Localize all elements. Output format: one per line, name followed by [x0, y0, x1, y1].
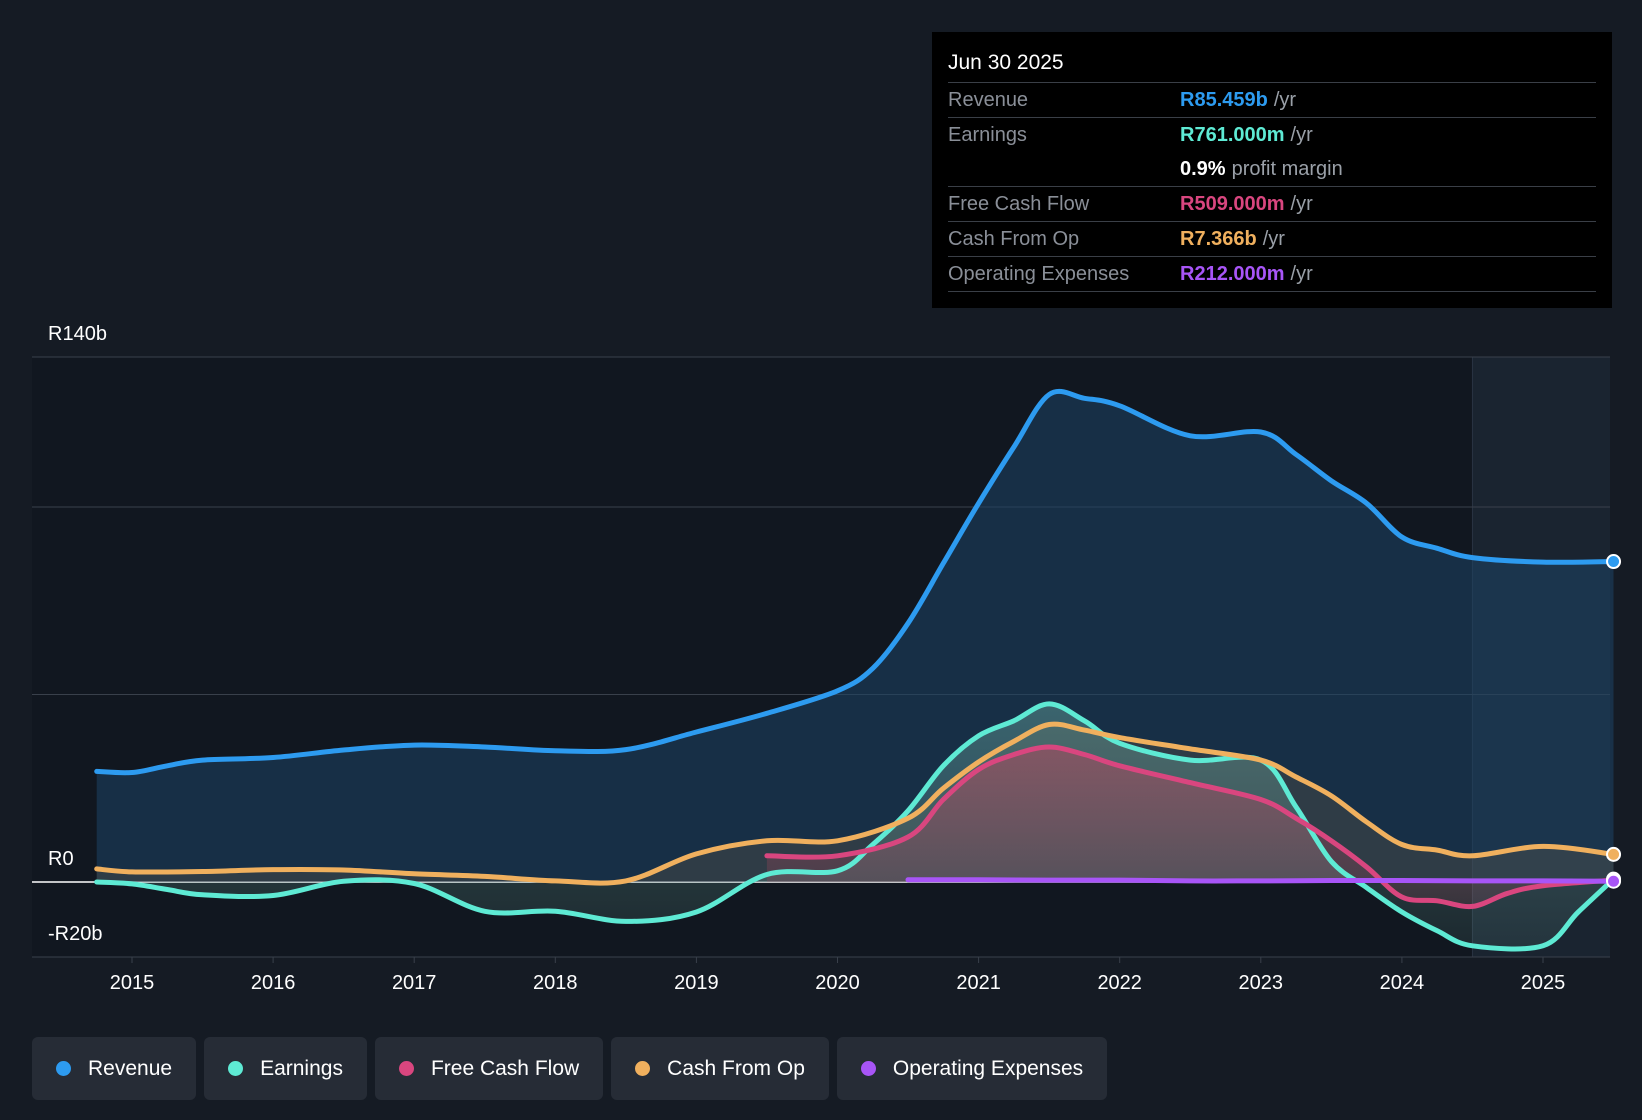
tooltip-value: R85.459b	[1180, 89, 1268, 111]
area-free-cash-flow	[766, 747, 1614, 907]
legend-item-revenue[interactable]: Revenue	[32, 1037, 197, 1100]
tooltip-row-cfo: Cash From Op R7.366b /yr	[948, 222, 1596, 257]
series-line-earnings	[94, 701, 1616, 952]
legend-item-free-cash-flow[interactable]: Free Cash Flow	[374, 1037, 604, 1100]
x-tick-label: 2018	[533, 972, 578, 994]
series-line-operating-expenses	[905, 877, 1616, 884]
y-label-top: R140b	[48, 323, 107, 345]
legend-label: Operating Expenses	[892, 1056, 1084, 1080]
end-marker-operating-expenses	[1606, 873, 1622, 889]
legend-label: Revenue	[88, 1056, 173, 1080]
x-tick-label: 2016	[251, 972, 296, 994]
x-tick-label: 2015	[110, 972, 155, 994]
x-tick-label: 2020	[815, 972, 860, 994]
tooltip: Jun 30 2025 Revenue R85.459b /yr Earning…	[932, 32, 1612, 308]
legend-item-earnings[interactable]: Earnings	[204, 1037, 367, 1100]
end-marker-cash-from-op	[1606, 846, 1622, 862]
x-tick-label: 2022	[1097, 972, 1142, 994]
x-tick-label: 2023	[1239, 972, 1284, 994]
series-line-cash-from-op	[94, 721, 1616, 886]
tooltip-value: R761.000m	[1180, 124, 1285, 146]
tooltip-unit: /yr	[1290, 124, 1313, 146]
tooltip-label: Revenue	[948, 89, 1029, 111]
tooltip-date: Jun 30 2025	[948, 46, 1596, 83]
legend-label: Earnings	[260, 1056, 343, 1080]
area-earnings	[96, 703, 1614, 949]
legend-label: Free Cash Flow	[430, 1056, 580, 1080]
x-tick-label: 2017	[392, 972, 437, 994]
tooltip-row-revenue: Revenue R85.459b /yr	[948, 83, 1596, 118]
series-line-revenue	[94, 388, 1616, 776]
legend-item-cash-from-op[interactable]: Cash From Op	[611, 1037, 829, 1100]
tooltip-value: R212.000m	[1180, 263, 1285, 285]
legend-label: Cash From Op	[667, 1056, 805, 1080]
series-line-free-cash-flow	[764, 744, 1616, 910]
tooltip-row-earnings: Earnings R761.000m /yr	[948, 118, 1596, 152]
tooltip-unit: /yr	[1262, 228, 1285, 250]
x-tick-label: 2024	[1380, 972, 1425, 994]
x-tick-label: 2025	[1521, 972, 1566, 994]
tooltip-value: R509.000m	[1180, 193, 1285, 215]
tooltip-label: Free Cash Flow	[948, 193, 1090, 215]
legend: Revenue Earnings Free Cash Flow Cash Fro…	[32, 1037, 1108, 1100]
x-tick-label: 2019	[674, 972, 719, 994]
tooltip-row-fcf: Free Cash Flow R509.000m /yr	[948, 187, 1596, 222]
tooltip-label: Operating Expenses	[948, 263, 1130, 285]
tooltip-label: Cash From Op	[948, 228, 1080, 250]
tooltip-label: Earnings	[948, 124, 1027, 146]
legend-dot-icon	[860, 1061, 876, 1076]
legend-dot-icon	[56, 1061, 71, 1076]
end-marker-revenue	[1606, 554, 1622, 570]
tooltip-unit: /yr	[1290, 263, 1313, 285]
y-label-zero: R0	[48, 848, 74, 870]
tooltip-unit: /yr	[1290, 193, 1313, 215]
tooltip-value: R7.366b	[1180, 228, 1257, 250]
legend-item-operating-expenses[interactable]: Operating Expenses	[836, 1037, 1108, 1100]
profit-margin-value: 0.9%	[1180, 158, 1226, 180]
profit-margin-text: profit margin	[1231, 158, 1343, 180]
y-label-bottom: -R20b	[48, 923, 102, 945]
tooltip-row-opex: Operating Expenses R212.000m /yr	[948, 257, 1596, 292]
tooltip-row-margin: 0.9% profit margin	[948, 152, 1596, 187]
tooltip-unit: /yr	[1273, 89, 1297, 111]
legend-dot-icon	[228, 1061, 244, 1076]
legend-dot-icon	[398, 1061, 414, 1076]
legend-dot-icon	[635, 1061, 651, 1076]
x-tick-label: 2021	[956, 972, 1001, 994]
